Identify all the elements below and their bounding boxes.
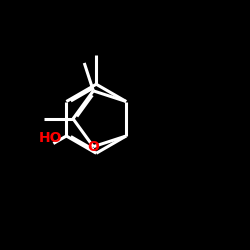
- Text: HO: HO: [38, 132, 62, 145]
- Text: O: O: [88, 140, 99, 154]
